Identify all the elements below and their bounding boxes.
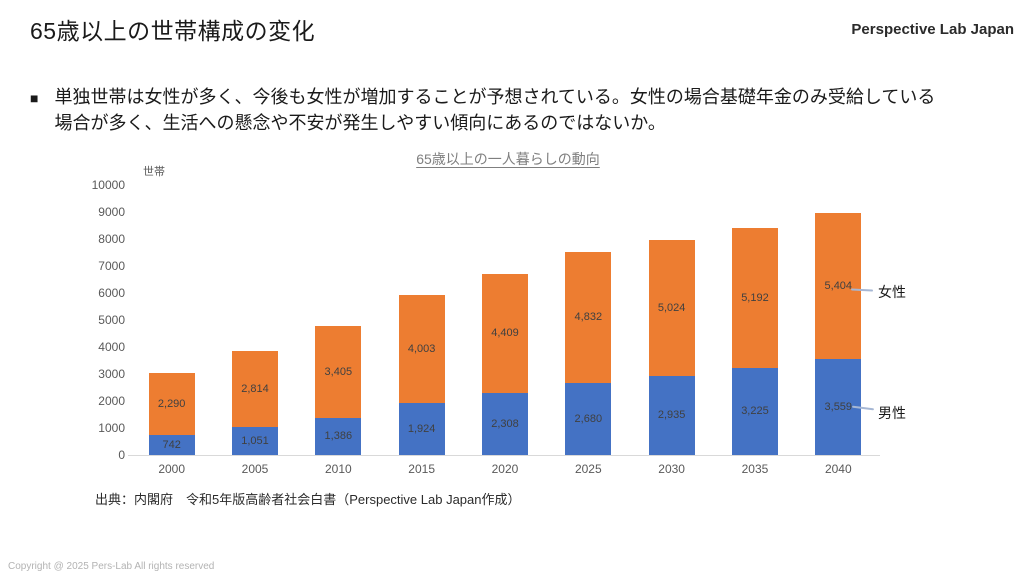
x-tick-label: 2025: [574, 462, 602, 476]
x-tick-label: 2030: [658, 462, 685, 476]
bullet-text: 単独世帯は女性が多く、今後も女性が増加することが予想されている。女性の場合基礎年…: [54, 84, 935, 136]
bar-column-2015: 4,003 1,924: [380, 185, 463, 455]
chart-title: 65歳以上の一人暮らしの動向: [416, 151, 600, 167]
male-segment: 1,924: [398, 403, 445, 455]
male-segment: 2,935: [648, 375, 695, 455]
bar-column-2005: 2,814 1,051: [213, 185, 296, 455]
x-axis: 2000 2005 2010 2015 2020 2025 2030 2035 2040: [130, 462, 880, 476]
x-tick-label: 2015: [408, 462, 435, 476]
bar-column-2010: 3,405 1,386: [297, 185, 380, 455]
y-axis-unit-label: 世帯: [143, 166, 165, 178]
female-segment: 4,409: [481, 273, 528, 393]
y-tick-label: 3000: [98, 367, 125, 381]
female-value-label: 5,024: [657, 301, 686, 314]
bar-stack: 4,003 1,924: [398, 294, 445, 455]
female-value-label: 4,832: [574, 311, 603, 324]
male-value-label: 742: [162, 438, 181, 451]
x-tick-label: 2035: [741, 462, 769, 476]
female-value-label: 2,814: [241, 382, 269, 395]
female-value-label: 5,404: [824, 279, 853, 292]
y-tick-label: 8000: [98, 232, 125, 246]
x-tick-label: 2010: [324, 462, 352, 476]
male-segment: 2,680: [565, 382, 612, 455]
company-logo: Perspective Lab Japan: [851, 21, 1014, 38]
bar-column-2040: 5,404 3,559: [797, 185, 880, 455]
x-tick-label: 2040: [824, 462, 852, 476]
y-tick-label: 7000: [98, 259, 125, 273]
x-tick-label: 2000: [158, 462, 186, 476]
bar-stack: 2,814 1,051: [231, 350, 278, 455]
male-segment: 1,051: [231, 426, 278, 455]
bar-column-2025: 4,832 2,680: [547, 185, 630, 455]
y-tick-label: 6000: [98, 286, 125, 300]
plot-area: 2,290 742 2,814 1,051 3,405 1,386 4,003 1,924 4,…: [130, 185, 880, 455]
male-segment: 742: [148, 434, 195, 455]
female-segment: 2,290: [148, 373, 195, 435]
page-title: 65歳以上の世帯構成の変化: [30, 18, 316, 44]
male-value-label: 3,559: [824, 400, 853, 413]
y-tick-label: 9000: [98, 205, 125, 219]
bar-stack: 2,290 742: [148, 373, 195, 455]
y-tick-label: 4000: [98, 340, 125, 354]
male-value-label: 1,386: [324, 430, 353, 443]
male-series-label: 男性: [878, 405, 906, 421]
bar-stack: 5,404 3,559: [815, 213, 862, 455]
male-value-label: 3,225: [741, 405, 769, 418]
y-tick-label: 5000: [98, 313, 125, 327]
male-value-label: 2,680: [574, 412, 603, 425]
copyright: Copyright @ 2025 Pers-Lab All rights res…: [8, 561, 215, 572]
female-segment: 3,405: [315, 325, 362, 418]
male-value-label: 1,051: [241, 434, 269, 447]
bar-stack: 4,832 2,680: [565, 252, 612, 455]
y-axis: 0 1000 2000 3000 4000 5000 6000 7000 8000 9000 100…: [55, 178, 125, 462]
y-tick-label: 0: [118, 448, 125, 462]
bullet-line-1: 単独世帯は女性が多く、今後も女性が増加することが予想されている。女性の場合基礎年…: [54, 87, 936, 107]
x-tick-label: 2005: [241, 462, 269, 476]
y-tick-label: 2000: [98, 394, 125, 408]
female-value-label: 3,405: [324, 365, 353, 378]
male-segment: 3,225: [731, 367, 778, 455]
y-tick-label: 10000: [91, 178, 125, 192]
female-value-label: 4,409: [491, 327, 519, 340]
bar-column-2000: 2,290 742: [130, 185, 213, 455]
female-segment: 2,814: [231, 350, 278, 427]
bar-stack: 3,405 1,386: [315, 325, 362, 455]
source-note: 出典：内閣府 令和5年版高齢者社会白書（Perspective Lab Japa…: [95, 492, 521, 507]
bullet-block: ■ 単独世帯は女性が多く、今後も女性が増加することが予想されている。女性の場合基…: [30, 84, 995, 136]
bar-column-2020: 4,409 2,308: [463, 185, 546, 455]
female-value-label: 4,003: [407, 343, 436, 356]
bar-column-2030: 5,024 2,935: [630, 185, 713, 455]
female-segment: 5,192: [731, 227, 778, 368]
female-segment: 5,404: [815, 213, 862, 359]
male-segment: 1,386: [315, 417, 362, 455]
female-value-label: 2,290: [157, 398, 186, 411]
bullet-square-icon: ■: [30, 90, 39, 106]
bar-stack: 4,409 2,308: [481, 273, 528, 455]
bar-column-2035: 5,192 3,225: [713, 185, 796, 455]
female-segment: 4,832: [565, 252, 612, 383]
male-value-label: 2,935: [657, 409, 686, 422]
y-tick-label: 1000: [98, 421, 125, 435]
x-axis-line: [128, 455, 880, 456]
female-segment: 5,024: [648, 240, 695, 376]
x-tick-label: 2020: [491, 462, 519, 476]
male-value-label: 2,308: [491, 417, 519, 430]
female-series-label: 女性: [878, 284, 906, 300]
male-value-label: 1,924: [407, 423, 436, 436]
bar-stack: 5,192 3,225: [731, 227, 778, 455]
female-segment: 4,003: [398, 294, 445, 404]
female-value-label: 5,192: [741, 291, 769, 304]
bullet-line-2: 場合が多く、生活への懸念や不安が発生しやすい傾向にあるのではないか。: [54, 113, 666, 133]
male-segment: 2,308: [481, 392, 528, 455]
bar-stack: 5,024 2,935: [648, 240, 695, 455]
